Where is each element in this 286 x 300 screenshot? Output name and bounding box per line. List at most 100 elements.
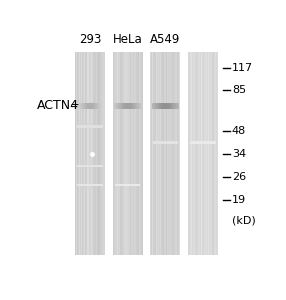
Bar: [157, 103, 158, 109]
Bar: [91, 103, 92, 109]
Bar: [138, 103, 139, 109]
Bar: [175, 103, 176, 109]
Text: 34: 34: [232, 149, 246, 159]
Bar: [86, 103, 87, 109]
Bar: [122, 52, 123, 256]
Bar: [177, 52, 178, 256]
Bar: [79, 52, 80, 256]
Bar: [98, 52, 99, 256]
Bar: [151, 52, 152, 256]
Bar: [89, 103, 90, 109]
Bar: [97, 52, 98, 256]
Bar: [138, 52, 139, 256]
Bar: [214, 52, 215, 256]
Bar: [90, 103, 91, 109]
Bar: [168, 103, 169, 109]
Bar: [77, 184, 103, 186]
Bar: [124, 52, 125, 256]
Bar: [121, 103, 122, 109]
Bar: [82, 103, 83, 109]
Bar: [100, 103, 101, 109]
Bar: [154, 52, 155, 256]
Bar: [166, 52, 167, 256]
Bar: [83, 52, 84, 256]
Text: A549: A549: [150, 33, 180, 46]
Text: 85: 85: [232, 85, 246, 95]
Bar: [163, 103, 164, 109]
Bar: [215, 52, 216, 256]
Bar: [100, 52, 101, 256]
Bar: [202, 52, 203, 256]
Bar: [127, 103, 128, 109]
Bar: [188, 52, 189, 256]
Bar: [104, 52, 105, 256]
Bar: [81, 52, 82, 256]
Bar: [75, 52, 76, 256]
Bar: [87, 52, 88, 256]
Bar: [162, 103, 163, 109]
Bar: [102, 52, 103, 256]
Text: --: --: [70, 98, 79, 112]
Bar: [124, 103, 125, 109]
Bar: [83, 103, 84, 109]
Bar: [137, 103, 138, 109]
Bar: [171, 52, 172, 256]
Bar: [172, 103, 173, 109]
Bar: [132, 103, 133, 109]
Bar: [87, 103, 88, 109]
Bar: [78, 52, 79, 256]
Bar: [177, 103, 178, 109]
Bar: [130, 103, 131, 109]
Bar: [217, 52, 218, 256]
Bar: [161, 103, 162, 109]
Bar: [131, 103, 132, 109]
Bar: [115, 184, 140, 186]
Bar: [163, 52, 164, 256]
Bar: [154, 103, 155, 109]
Bar: [132, 52, 133, 256]
Bar: [176, 103, 177, 109]
Bar: [174, 103, 175, 109]
Bar: [85, 52, 86, 256]
Bar: [80, 52, 81, 256]
Bar: [115, 52, 116, 256]
Bar: [168, 52, 169, 256]
Bar: [120, 103, 121, 109]
Bar: [155, 52, 156, 256]
Bar: [125, 52, 126, 256]
Bar: [77, 125, 103, 128]
Bar: [131, 52, 132, 256]
Bar: [129, 103, 130, 109]
Bar: [209, 52, 210, 256]
Bar: [128, 103, 129, 109]
Bar: [88, 52, 89, 256]
Bar: [210, 52, 211, 256]
Bar: [79, 103, 80, 109]
Bar: [103, 103, 104, 109]
Bar: [159, 103, 160, 109]
Bar: [77, 103, 78, 109]
Bar: [152, 52, 153, 256]
Bar: [136, 52, 137, 256]
Bar: [101, 52, 102, 256]
Bar: [175, 52, 176, 256]
Bar: [133, 103, 134, 109]
Bar: [192, 52, 193, 256]
Bar: [211, 52, 212, 256]
Bar: [179, 52, 180, 256]
Bar: [123, 103, 124, 109]
Bar: [174, 52, 175, 256]
Bar: [117, 103, 118, 109]
Bar: [190, 142, 216, 144]
Bar: [167, 103, 168, 109]
Bar: [86, 52, 87, 256]
Bar: [116, 103, 117, 109]
Bar: [193, 52, 194, 256]
Bar: [92, 103, 93, 109]
Bar: [77, 165, 103, 167]
Bar: [91, 52, 92, 256]
Bar: [213, 52, 214, 256]
Bar: [77, 52, 78, 256]
Bar: [136, 103, 137, 109]
Bar: [123, 52, 124, 256]
